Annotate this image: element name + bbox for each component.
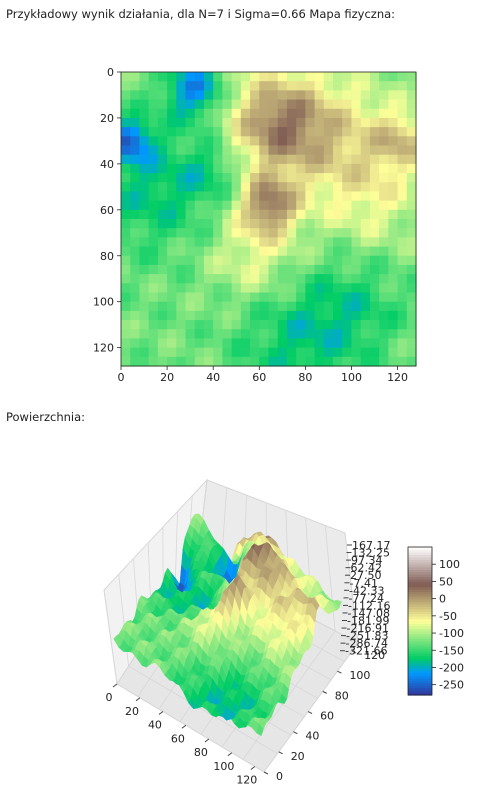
y3d-tick: [264, 772, 268, 774]
x-tick-label: 20: [160, 371, 174, 384]
heatmap-image: [121, 72, 417, 367]
x-tick-label: 60: [252, 371, 266, 384]
y-tick-label: 120: [93, 342, 114, 355]
colorbar-tick-label: -100: [439, 627, 464, 640]
y3d-tick: [279, 752, 283, 754]
y-tick-label: 100: [93, 296, 114, 309]
y3d-tick: [337, 671, 341, 673]
x3d-tick-label: 20: [125, 705, 139, 718]
x3d-tick-label: 0: [106, 691, 113, 704]
x3d-tick: [205, 739, 209, 742]
y-tick-label: 80: [100, 250, 114, 263]
y3d-tick-label: 20: [291, 750, 305, 763]
x3d-tick: [182, 725, 186, 728]
y-tick-label: 0: [107, 66, 114, 79]
colorbar-tick-label: 0: [439, 593, 446, 606]
y3d-tick-label: 60: [320, 710, 334, 723]
x-tick-label: 40: [206, 371, 220, 384]
colorbar-tick-label: -250: [439, 679, 464, 692]
x3d-tick-label: 80: [194, 746, 208, 759]
y3d-tick-label: 100: [349, 669, 370, 682]
x3d-tick: [251, 767, 255, 770]
y3d-tick-label: 0: [276, 770, 283, 783]
y3d-tick-label: 40: [305, 730, 319, 743]
x3d-tick-label: 100: [213, 760, 234, 773]
y3d-tick: [308, 712, 312, 714]
x3d-tick: [113, 684, 117, 687]
y3d-tick: [293, 732, 297, 734]
x3d-tick-label: 60: [171, 732, 185, 745]
x3d-tick: [159, 712, 163, 715]
x3d-tick-label: 120: [236, 774, 257, 787]
colorbar-tick-label: 100: [439, 558, 460, 571]
colorbar: [408, 547, 432, 696]
y-tick-label: 40: [100, 158, 114, 171]
x3d-tick: [228, 753, 232, 756]
heatmap-chart: 0 20 40 60 80 100 120 0 20 40 60 80 100 120: [0, 0, 498, 400]
x-tick-label: 120: [387, 371, 408, 384]
colorbar-tick-label: -150: [439, 644, 464, 657]
y3d-tick-label: 80: [335, 689, 349, 702]
x3d-tick: [136, 698, 140, 701]
colorbar-tick-label: -50: [439, 610, 457, 623]
colorbar-tick-label: 50: [439, 575, 453, 588]
x3d-tick-label: 40: [148, 719, 162, 732]
colorbar-tick-label: -200: [439, 661, 464, 674]
y-tick-label: 20: [100, 112, 114, 125]
y3d-tick: [323, 691, 327, 693]
x-tick-label: 80: [298, 371, 312, 384]
y-tick-label: 60: [100, 204, 114, 217]
x-tick-label: 100: [341, 371, 362, 384]
z-tick-label: -321.66: [345, 645, 387, 658]
x-tick-label: 0: [118, 371, 125, 384]
